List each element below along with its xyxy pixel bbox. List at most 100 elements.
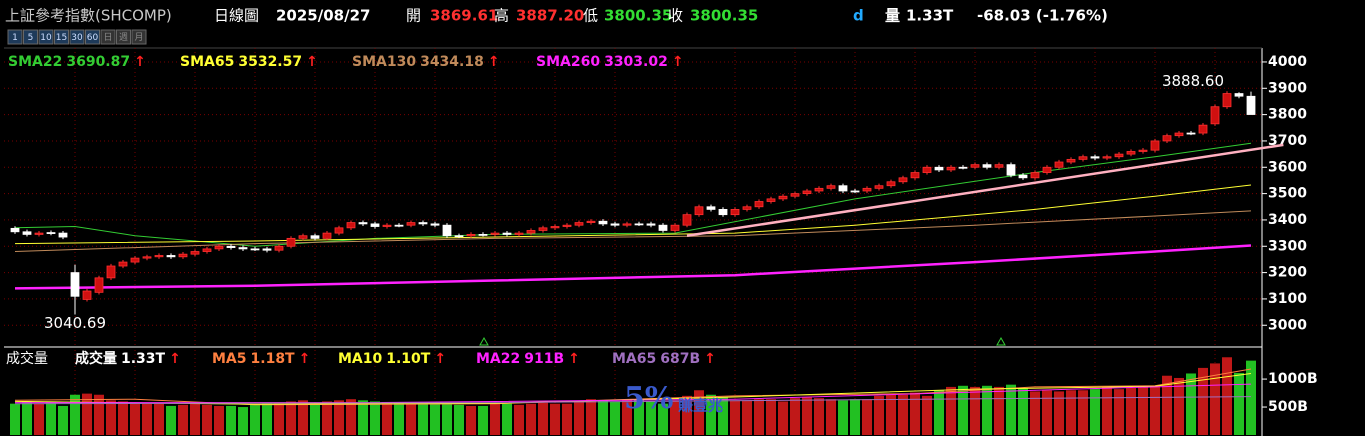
interval-button[interactable]	[131, 29, 147, 45]
volume-bar	[1102, 386, 1112, 435]
volume-bar	[922, 395, 932, 435]
interval-button-label: 10	[40, 33, 52, 43]
volume-bar	[574, 401, 584, 435]
volume-bar	[262, 403, 272, 435]
legend-text: 3303.02	[604, 54, 668, 70]
interval-button[interactable]	[85, 29, 100, 45]
interval-button-label: 月	[134, 32, 143, 43]
candle-body	[850, 190, 860, 193]
interval-button[interactable]	[69, 29, 85, 45]
volume-bar	[82, 393, 92, 435]
candle-body	[478, 234, 488, 236]
candle-body	[934, 166, 944, 171]
volume-bar	[142, 403, 152, 435]
volume-bar	[454, 404, 464, 435]
volume-bar	[406, 403, 416, 435]
legend-text: ↑	[434, 351, 446, 367]
candle-body	[538, 227, 548, 231]
panel-title: 成交量	[6, 350, 48, 367]
volume-bar	[1006, 384, 1016, 435]
candle-body	[178, 253, 188, 258]
interval-button[interactable]	[7, 29, 23, 45]
volume-bar	[1054, 391, 1064, 435]
volume-bar	[22, 401, 32, 435]
volume-bar	[1174, 377, 1184, 435]
volume-bar	[982, 385, 992, 435]
header-text: 3800.35	[604, 7, 672, 25]
y-tick-label: 3400	[1268, 212, 1307, 228]
volume-bar	[1222, 357, 1232, 435]
volume-bar	[394, 402, 404, 435]
candle-body	[970, 164, 980, 168]
volume-bar	[910, 392, 920, 435]
candle-body	[1234, 93, 1244, 97]
candle-body	[622, 223, 632, 226]
legend-text: SMA22	[8, 54, 62, 70]
candle-body	[946, 166, 956, 171]
candle-body	[286, 237, 296, 247]
header-text: 低	[583, 7, 598, 25]
interval-button[interactable]	[23, 29, 38, 45]
volume-bar	[670, 400, 680, 435]
volume-bar	[790, 398, 800, 435]
candle-body	[766, 198, 776, 202]
volume-bar	[682, 395, 692, 435]
candle-body	[166, 255, 176, 258]
candle-body	[670, 224, 680, 231]
candle-body	[10, 227, 20, 233]
candle-body	[646, 223, 656, 226]
interval-button[interactable]	[116, 29, 131, 45]
candle-body	[1078, 156, 1088, 160]
interval-button[interactable]	[54, 29, 69, 45]
candle-body	[958, 166, 968, 169]
candle-body	[82, 290, 92, 300]
interval-button-label: 週	[119, 32, 128, 43]
legend-text: 687B	[660, 351, 700, 367]
legend-text: ↑	[672, 54, 684, 70]
interval-button[interactable]	[38, 29, 54, 45]
candle-body	[442, 224, 452, 237]
candle-body	[202, 248, 212, 252]
volume-bar	[934, 390, 944, 435]
volume-bar	[1138, 385, 1148, 435]
volume-bar	[1042, 390, 1052, 435]
interval-button-label: 5	[28, 33, 34, 43]
volume-bar	[226, 405, 236, 435]
candle-body	[610, 223, 620, 226]
volume-bar	[70, 394, 80, 435]
header-text: 開	[406, 7, 421, 25]
volume-bar	[286, 401, 296, 435]
candle-body	[22, 231, 32, 235]
header-text: 1.33T	[906, 7, 954, 25]
volume-bar	[994, 386, 1004, 435]
volume-bar	[526, 403, 536, 435]
candle-body	[790, 193, 800, 197]
candle-body	[1090, 156, 1100, 159]
candle-body	[1066, 158, 1076, 163]
y-tick-label: 3900	[1268, 80, 1307, 96]
volume-bar	[874, 395, 884, 435]
volume-bar	[706, 394, 716, 435]
candle-body	[1186, 132, 1196, 135]
interval-button[interactable]	[100, 29, 116, 45]
legend-text: 3690.87	[66, 54, 130, 70]
candle-body	[154, 255, 164, 258]
candle-body	[1210, 106, 1220, 125]
candle-body	[682, 214, 692, 226]
header-text: 收	[668, 7, 683, 25]
header-text: d	[853, 7, 864, 25]
volume-bar	[10, 403, 20, 435]
candle-body	[1126, 151, 1136, 155]
volume-bar	[766, 399, 776, 435]
volume-bar	[106, 400, 116, 435]
volume-bar	[658, 403, 668, 435]
legend-text: 1.18T	[251, 351, 296, 367]
candle-body	[1042, 166, 1052, 173]
volume-bar	[1114, 389, 1124, 435]
legend-text: MA10	[338, 351, 383, 367]
candle-body	[586, 220, 596, 223]
header-text: 上証參考指數(SHCOMP)	[5, 7, 172, 25]
volume-bar	[586, 399, 596, 435]
trendline	[686, 143, 1284, 237]
ma-line	[15, 383, 1252, 404]
